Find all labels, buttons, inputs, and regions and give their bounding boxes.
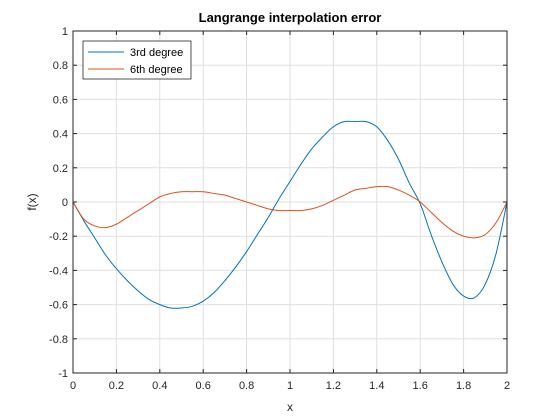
legend-label-series-1: 3rd degree bbox=[130, 47, 183, 59]
x-tick-label: 0 bbox=[70, 380, 76, 392]
x-tick-label: 0.8 bbox=[239, 380, 254, 392]
y-tick-label: -0.4 bbox=[49, 265, 68, 277]
y-tick-label: -0.2 bbox=[49, 231, 68, 243]
x-tick-label: 1.6 bbox=[413, 380, 428, 392]
y-tick-label: 1 bbox=[62, 26, 68, 38]
y-tick-label: 0.4 bbox=[53, 129, 68, 141]
x-tick-label: 1 bbox=[287, 380, 293, 392]
chart-title: Langrange interpolation error bbox=[199, 10, 382, 25]
y-tick-label: 0 bbox=[62, 197, 68, 209]
series-layer bbox=[72, 120, 508, 309]
y-tick-label: 0.6 bbox=[53, 94, 68, 106]
y-tick-label: 0.2 bbox=[53, 163, 68, 175]
x-tick-label: 1.8 bbox=[456, 380, 471, 392]
x-tick-label: 2 bbox=[504, 380, 510, 392]
x-tick-label: 1.2 bbox=[326, 380, 341, 392]
ticks: 0 0.2 0.4 0.6 0.8 1 1.2 1.4 1.6 1.8 2 -1 -0.8 -0.6 -0.… bbox=[49, 26, 510, 392]
legend-box bbox=[82, 40, 192, 80]
y-tick-label: -0.6 bbox=[49, 300, 68, 312]
series-line-2 bbox=[72, 185, 508, 239]
y-tick-label: 0.8 bbox=[53, 60, 68, 72]
y-axis-label: f(x) bbox=[25, 193, 39, 210]
series-line-1 bbox=[72, 120, 508, 309]
x-tick-label: 1.4 bbox=[369, 380, 384, 392]
legend-label-series-2: 6th degree bbox=[130, 64, 183, 76]
x-tick-label: 0.4 bbox=[152, 380, 167, 392]
y-tick-label: -1 bbox=[58, 368, 68, 380]
y-tick-label: -0.8 bbox=[49, 334, 68, 346]
x-tick-label: 0.6 bbox=[196, 380, 211, 392]
x-tick-label: 0.2 bbox=[109, 380, 124, 392]
legend: 3rd degree 6th degree bbox=[82, 40, 192, 80]
x-axis-label: x bbox=[287, 400, 293, 414]
